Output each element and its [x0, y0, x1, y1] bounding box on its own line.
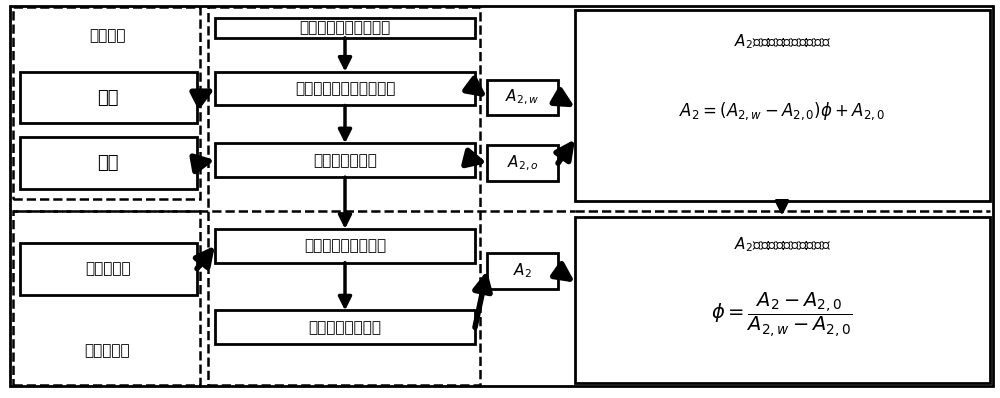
FancyBboxPatch shape	[215, 18, 475, 38]
FancyBboxPatch shape	[575, 217, 990, 383]
Text: $A_{2,o}$: $A_{2,o}$	[507, 154, 538, 173]
FancyBboxPatch shape	[20, 72, 197, 123]
Text: $A_{2,w}$: $A_{2,w}$	[505, 88, 540, 107]
Text: 发射端大振幅超声激励: 发射端大振幅超声激励	[299, 20, 391, 35]
Text: $\phi = \dfrac{A_2 - A_{2,0}}{A_{2,w} - A_{2,0}}$: $\phi = \dfrac{A_2 - A_{2,0}}{A_{2,w} - …	[711, 290, 853, 339]
FancyBboxPatch shape	[487, 253, 558, 289]
Text: 采集超声传感器接收信号: 采集超声传感器接收信号	[295, 81, 395, 96]
Text: 零相位带通滤波: 零相位带通滤波	[313, 153, 377, 168]
Text: $A_2 = (A_{2,w} - A_{2,0})\phi + A_{2,0}$: $A_2 = (A_{2,w} - A_{2,0})\phi + A_{2,0}…	[679, 101, 885, 122]
FancyBboxPatch shape	[487, 80, 558, 115]
FancyBboxPatch shape	[215, 310, 475, 344]
Text: 纯水: 纯水	[97, 88, 119, 107]
Text: 纯油: 纯油	[97, 154, 119, 172]
Text: $A_2$与相含率映射关系模型: $A_2$与相含率映射关系模型	[734, 236, 830, 254]
FancyBboxPatch shape	[215, 143, 475, 177]
Text: 双端标定: 双端标定	[89, 28, 125, 43]
Text: 二次谐波幅值计算: 二次谐波幅值计算	[308, 320, 382, 335]
Text: $A_2$与相含率映射关系模型: $A_2$与相含率映射关系模型	[734, 33, 830, 51]
FancyBboxPatch shape	[20, 243, 197, 295]
FancyBboxPatch shape	[215, 229, 475, 263]
Text: 两相流测量: 两相流测量	[84, 343, 130, 358]
FancyBboxPatch shape	[575, 10, 990, 201]
Text: 油水两相流: 油水两相流	[85, 261, 131, 276]
FancyBboxPatch shape	[215, 72, 475, 105]
Text: 超声回波主脉冲提取: 超声回波主脉冲提取	[304, 238, 386, 253]
FancyBboxPatch shape	[487, 145, 558, 181]
FancyBboxPatch shape	[20, 137, 197, 189]
Text: $A_2$: $A_2$	[513, 261, 532, 280]
